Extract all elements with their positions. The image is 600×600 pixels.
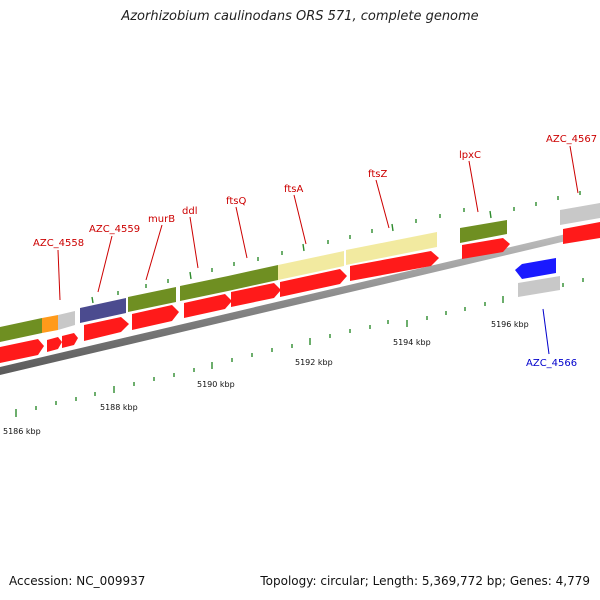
gene-block [80,298,126,323]
cds-arrow [184,294,232,318]
gene-label-lpxc: lpxC [459,150,481,161]
gene-label-azc-4566: AZC_4566 [526,358,577,369]
cds-arrow [231,283,281,307]
gene-label-azc-4567: AZC_4567 [546,134,597,145]
gene-block [0,318,42,342]
minus-strand-track[interactable] [515,258,560,297]
gene-block [228,265,278,291]
cds-track[interactable] [0,222,600,363]
minus-strand-block [518,276,560,297]
cds-arrow [0,339,44,363]
cds-arrow [563,222,600,244]
gene-block [278,251,344,280]
gene-track[interactable] [0,203,600,342]
gene-block [180,276,228,301]
accession-text: Accession: NC_009937 [9,574,146,588]
kbp-label: 5196 kbp [491,320,529,329]
gene-label-ftsa: ftsA [284,184,303,195]
gene-block [128,287,176,312]
gene-label-ftsq: ftsQ [226,196,246,207]
gene-block [42,315,58,333]
genome-info-text: Topology: circular; Length: 5,369,772 bp… [260,574,590,588]
gene-block [460,220,507,243]
cds-arrow [280,269,347,297]
genome-backbone [0,226,600,375]
gene-label-azc-4559: AZC_4559 [89,224,140,235]
gene-label-ftsz: ftsZ [368,169,387,180]
kbp-label: 5188 kbp [100,403,138,412]
cds-arrow [132,305,179,330]
gene-block [560,203,600,225]
cds-arrow [62,333,78,348]
cds-arrow [462,238,510,259]
minus-strand-arrow [515,258,556,279]
kbp-scale: 5186 kbp 5188 kbp 5190 kbp 5192 kbp 5194… [3,320,529,436]
cds-arrow [350,251,439,281]
kbp-label: 5186 kbp [3,427,41,436]
cds-arrow [84,317,129,341]
label-leaders [57,145,579,355]
gene-block [346,232,437,265]
kbp-label: 5190 kbp [197,380,235,389]
kbp-label: 5192 kbp [295,358,333,367]
gene-label-murb: murB [148,214,175,225]
gene-labels: AZC_4558 AZC_4559 murB ddl ftsQ ftsA fts… [33,134,597,369]
map-title: Azorhizobium caulinodans ORS 571, comple… [121,9,479,24]
cds-arrow [47,337,62,352]
gene-label-ddl: ddl [182,206,197,217]
upper-ticks [91,191,581,304]
kbp-label: 5194 kbp [393,338,431,347]
gene-label-azc-4558: AZC_4558 [33,238,84,249]
gene-block [58,311,75,330]
